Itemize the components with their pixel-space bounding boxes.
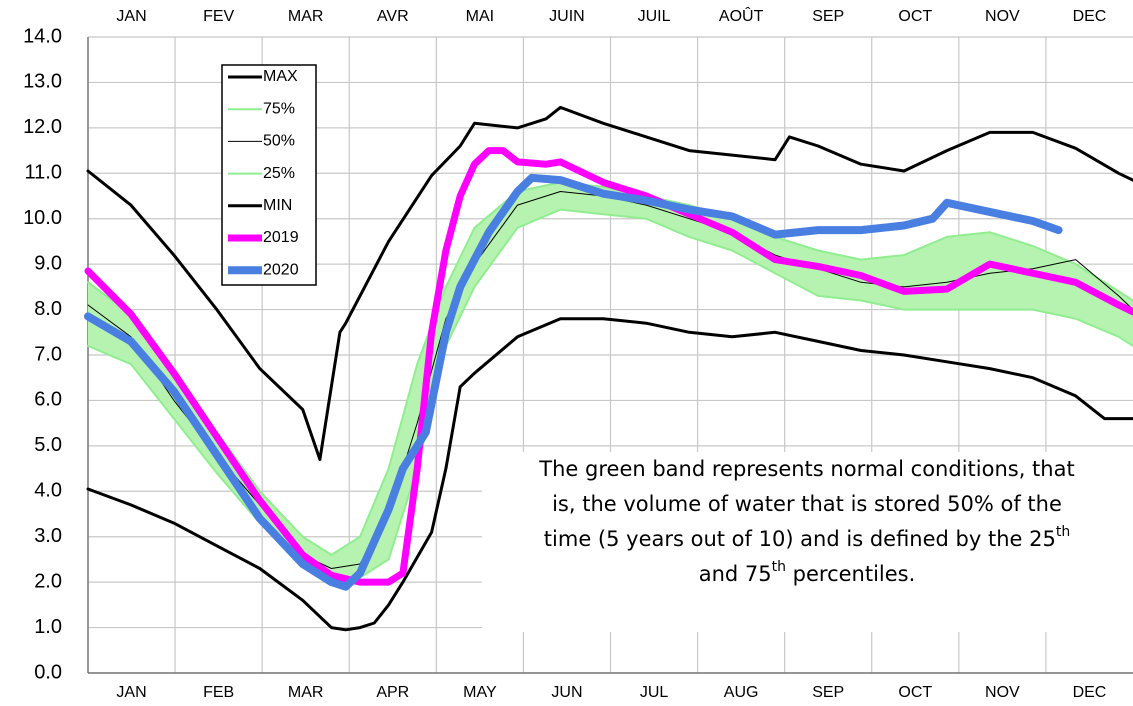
annotation-sup: th <box>772 559 786 575</box>
series-line <box>86 105 1133 461</box>
x-tick-label: JUN <box>551 684 582 701</box>
x-tick-label: JAN <box>116 684 146 701</box>
y-tick-label: 2.0 <box>34 570 62 592</box>
annotation-text: The green band represents normal conditi… <box>538 457 1074 481</box>
annotation-sup: th <box>1056 524 1070 540</box>
x-tick-label: MAY <box>463 684 497 701</box>
x-tick-label-top: NOV <box>985 8 1020 25</box>
y-tick-label: 14.0 <box>23 25 62 47</box>
x-tick-label: OCT <box>898 684 932 701</box>
y-tick-label: 11.0 <box>25 162 62 184</box>
x-tick-label: FEB <box>203 684 234 701</box>
legend-label: 2020 <box>263 261 299 278</box>
annotation-segment: percentiles. <box>786 562 915 586</box>
legend-label: 75% <box>263 100 295 117</box>
legend-label: 50% <box>263 133 295 150</box>
y-tick-label: 8.0 <box>34 298 62 320</box>
y-tick-label: 0.0 <box>34 661 62 683</box>
x-tick-label: NOV <box>985 684 1020 701</box>
y-tick-label: 13.0 <box>23 71 62 93</box>
y-tick-label: 5.0 <box>34 434 62 456</box>
x-tick-label-top: MAR <box>288 8 324 25</box>
x-tick-label-top: AVR <box>377 8 409 25</box>
x-tick-label-top: SEP <box>812 8 844 25</box>
x-tick-label: APR <box>376 684 409 701</box>
annotation-text: time (5 years out of 10) and is defined … <box>544 524 1070 551</box>
x-tick-label: JUL <box>640 684 669 701</box>
y-tick-label: 6.0 <box>34 389 62 411</box>
y-tick-label: 4.0 <box>34 480 62 502</box>
x-tick-label: DEC <box>1073 684 1107 701</box>
y-tick-label: 3.0 <box>34 525 62 547</box>
x-tick-label-top: AOÛT <box>719 6 764 25</box>
y-tick-label: 1.0 <box>34 616 62 638</box>
x-tick-label-top: JAN <box>116 8 146 25</box>
x-tick-label: AUG <box>724 684 759 701</box>
annotation-segment: The green band represents normal conditi… <box>538 457 1074 481</box>
legend-label: MAX <box>263 68 298 85</box>
annotation-segment: time (5 years out of 10) and is defined … <box>544 527 1056 551</box>
legend-label: 2019 <box>263 229 299 246</box>
series-line <box>86 317 1133 632</box>
annotation-segment: is, the volume of water that is stored 5… <box>552 492 1062 516</box>
series-line <box>84 173 1063 591</box>
x-tick-label: MAR <box>288 684 324 701</box>
series-line <box>84 147 1133 586</box>
x-tick-label-top: FEV <box>203 8 234 25</box>
y-tick-label: 10.0 <box>23 207 62 229</box>
legend-label: MIN <box>263 197 292 214</box>
legend-box <box>221 64 317 286</box>
x-tick-label-top: JUIL <box>638 8 671 25</box>
x-tick-label-top: JUIN <box>549 8 585 25</box>
x-tick-label-top: MAI <box>466 8 494 25</box>
y-tick-label: 9.0 <box>34 252 62 274</box>
legend-label: 25% <box>263 165 295 182</box>
y-tick-label: 12.0 <box>23 116 62 138</box>
annotation-text: and 75th​ percentiles. <box>699 559 916 586</box>
annotation-box <box>482 452 1133 632</box>
annotation-segment: and 75 <box>699 562 772 586</box>
x-tick-label-top: DEC <box>1073 8 1107 25</box>
y-tick-label: 7.0 <box>34 343 62 365</box>
x-tick-label: SEP <box>812 684 844 701</box>
annotation-text: is, the volume of water that is stored 5… <box>552 492 1062 516</box>
x-tick-label-top: OCT <box>898 8 932 25</box>
